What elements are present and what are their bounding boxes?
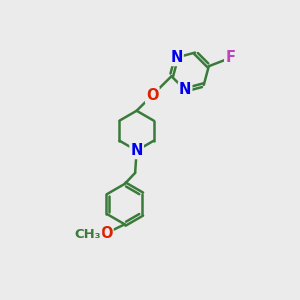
- Text: O: O: [146, 88, 159, 103]
- Text: CH₃: CH₃: [75, 228, 101, 241]
- Text: F: F: [225, 50, 235, 65]
- Text: O: O: [100, 226, 112, 241]
- Text: N: N: [170, 50, 183, 65]
- Text: N: N: [130, 143, 143, 158]
- Text: N: N: [179, 82, 191, 98]
